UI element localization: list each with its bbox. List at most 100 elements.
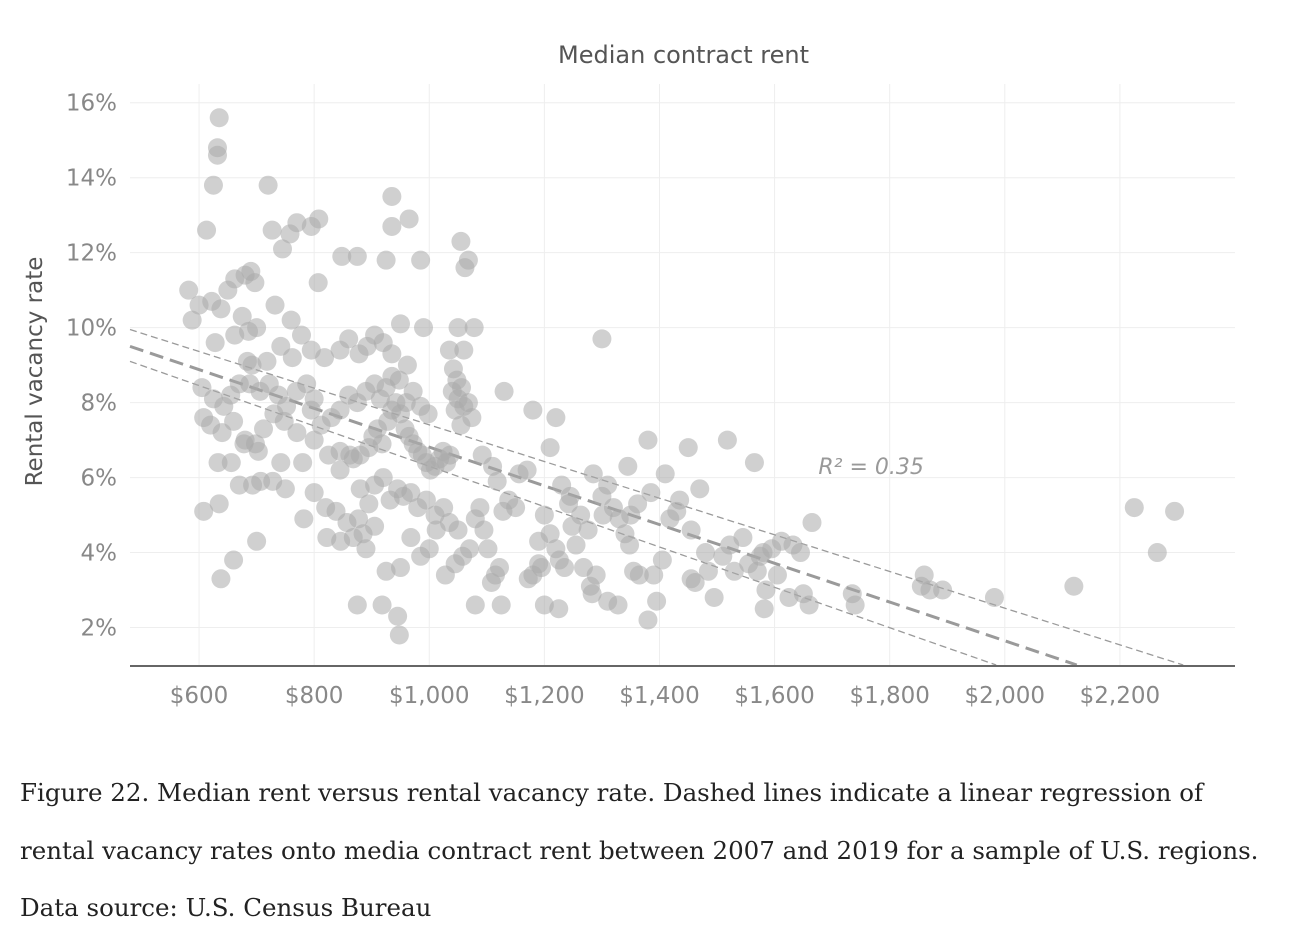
data-point xyxy=(460,539,480,559)
data-point xyxy=(292,325,312,345)
data-point xyxy=(287,213,307,233)
data-point xyxy=(309,209,329,229)
x-axis-ticks: $600 $800 $1,000 $1,200 $1,400 $1,600 $1,800 $2… xyxy=(170,683,1160,709)
data-point xyxy=(388,606,408,626)
data-point xyxy=(914,565,934,585)
data-point xyxy=(464,318,484,338)
data-point xyxy=(478,539,498,559)
data-point xyxy=(232,306,252,326)
data-point xyxy=(382,344,402,364)
data-point xyxy=(660,509,680,529)
data-point xyxy=(620,535,640,555)
data-point xyxy=(518,569,538,589)
data-point xyxy=(747,561,767,581)
data-point xyxy=(205,333,225,353)
data-point xyxy=(234,434,254,454)
data-point xyxy=(390,558,410,578)
data-point xyxy=(644,565,664,585)
data-point xyxy=(696,543,716,563)
y-tick-label: 14% xyxy=(66,166,117,192)
data-point xyxy=(294,509,314,529)
data-point xyxy=(211,569,231,589)
data-point xyxy=(382,186,402,206)
data-point xyxy=(1165,501,1185,521)
data-point xyxy=(373,468,393,488)
scatter-chart: $600 $800 $1,000 $1,200 $1,400 $1,600 $1,800 $2… xyxy=(22,41,1235,709)
y-tick-label: 12% xyxy=(66,241,117,267)
data-point xyxy=(332,246,352,266)
data-point xyxy=(265,295,285,315)
data-point xyxy=(562,516,582,536)
data-point xyxy=(207,145,227,165)
data-point xyxy=(389,370,409,390)
data-point xyxy=(179,280,199,300)
data-point xyxy=(641,483,661,503)
data-point xyxy=(799,595,819,615)
data-point xyxy=(704,588,724,608)
data-point xyxy=(182,310,202,330)
data-point xyxy=(416,490,436,510)
data-point xyxy=(359,494,379,514)
data-point xyxy=(452,378,471,398)
x-tick-label: $1,000 xyxy=(389,683,469,709)
x-tick-label: $1,600 xyxy=(734,683,814,709)
data-point xyxy=(273,239,293,259)
data-point xyxy=(1147,543,1167,563)
data-point xyxy=(209,494,229,514)
y-tick-label: 2% xyxy=(81,616,118,642)
x-tick-label: $2,000 xyxy=(965,683,1045,709)
data-point xyxy=(203,175,223,195)
data-point xyxy=(933,580,953,600)
data-point xyxy=(356,539,376,559)
data-point xyxy=(209,108,229,128)
data-point xyxy=(470,498,490,518)
data-point xyxy=(462,408,482,428)
data-point xyxy=(546,408,566,428)
y-tick-label: 6% xyxy=(81,466,118,492)
x-tick-label: $2,200 xyxy=(1080,683,1160,709)
data-point xyxy=(744,453,764,473)
data-point xyxy=(308,273,328,293)
data-point xyxy=(652,550,672,570)
data-point xyxy=(458,250,478,270)
data-point xyxy=(678,438,698,458)
data-point xyxy=(347,595,367,615)
data-point xyxy=(439,340,459,360)
data-point xyxy=(540,438,560,458)
data-point xyxy=(655,464,675,484)
data-point xyxy=(681,520,701,540)
data-point xyxy=(418,404,438,424)
data-point xyxy=(399,209,419,229)
data-point xyxy=(465,595,485,615)
data-point xyxy=(414,318,434,338)
data-point xyxy=(717,430,737,450)
data-point xyxy=(629,565,649,585)
data-point xyxy=(523,400,543,420)
data-point xyxy=(401,528,421,548)
data-point xyxy=(491,595,511,615)
data-point xyxy=(224,550,244,570)
data-point xyxy=(194,501,214,521)
data-point xyxy=(489,558,509,578)
data-point xyxy=(598,475,618,495)
data-point xyxy=(401,483,421,503)
data-point xyxy=(274,411,294,431)
data-point xyxy=(315,348,335,368)
data-point xyxy=(304,483,324,503)
data-point xyxy=(756,580,776,600)
data-point xyxy=(549,599,569,619)
data-point xyxy=(685,573,705,593)
regression-lower-band xyxy=(129,360,997,666)
data-point xyxy=(540,524,560,544)
data-point xyxy=(376,250,396,270)
data-point xyxy=(229,475,249,495)
data-point xyxy=(390,314,410,334)
data-point xyxy=(221,453,241,473)
data-point xyxy=(419,539,439,559)
data-point xyxy=(197,220,217,240)
data-point xyxy=(534,505,554,525)
data-point xyxy=(281,310,301,330)
data-point xyxy=(304,430,324,450)
data-point xyxy=(583,464,603,484)
data-point xyxy=(247,531,267,551)
